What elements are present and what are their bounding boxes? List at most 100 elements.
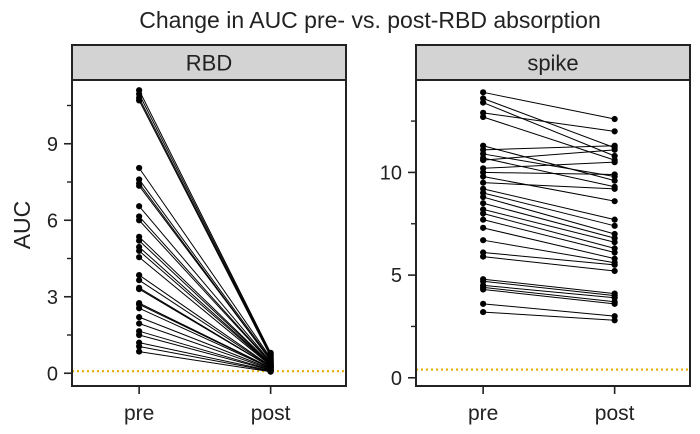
data-point-post xyxy=(611,159,618,166)
pair-line xyxy=(138,100,272,357)
pair-line xyxy=(483,213,615,249)
data-point-post xyxy=(611,267,618,275)
pair-line xyxy=(483,91,615,120)
pair-line xyxy=(138,205,272,363)
pair-line xyxy=(139,342,271,372)
data-point-pre xyxy=(136,203,143,210)
pair-line xyxy=(138,316,271,370)
data-point-post xyxy=(611,146,618,153)
data-point-post xyxy=(611,317,618,324)
data-point-pre xyxy=(136,286,143,293)
data-point-pre xyxy=(480,308,487,316)
pair-line xyxy=(483,188,615,221)
data-point-post xyxy=(611,198,618,205)
facet-strip-label: spike xyxy=(527,51,578,76)
pair-line xyxy=(138,236,271,364)
pair-line xyxy=(483,171,615,175)
y-tick-label: 0 xyxy=(47,363,58,385)
pair-line xyxy=(483,239,615,264)
data-point-pre xyxy=(136,97,143,104)
data-point-pre xyxy=(480,156,487,164)
data-point-pre xyxy=(480,89,487,96)
data-point-pre xyxy=(136,254,143,261)
data-point-pre xyxy=(136,247,143,254)
pair-line xyxy=(138,274,271,367)
x-tick-label: post xyxy=(595,402,635,425)
pair-line xyxy=(483,208,615,243)
pair-line xyxy=(483,288,615,305)
x-tick-label: post xyxy=(251,402,291,425)
pair-line xyxy=(482,98,615,149)
pair-line xyxy=(138,288,271,368)
data-point-pre xyxy=(480,286,487,293)
data-point-pre xyxy=(136,305,143,312)
data-point-post xyxy=(611,261,618,268)
plot-frame xyxy=(415,79,691,387)
data-point-pre xyxy=(136,331,143,339)
y-tick-label: 10 xyxy=(380,162,402,184)
data-point-post xyxy=(611,222,618,229)
data-point-pre xyxy=(480,216,487,223)
data-point-post xyxy=(611,171,618,178)
data-point-pre xyxy=(480,193,487,201)
data-point-pre xyxy=(136,182,143,189)
data-point-pre xyxy=(136,237,143,244)
facet-strip xyxy=(71,44,347,81)
x-tick-label: pre xyxy=(468,402,498,425)
y-tick-label: 0 xyxy=(391,368,402,390)
pair-line xyxy=(138,219,272,364)
y-tick-label: 6 xyxy=(47,210,58,232)
pair-line xyxy=(483,161,615,169)
data-point-pre xyxy=(480,224,487,231)
data-point-post xyxy=(611,216,618,223)
data-point-pre xyxy=(480,237,487,244)
pair-line xyxy=(483,176,615,202)
pair-line xyxy=(138,246,271,365)
x-tick-label: pre xyxy=(124,402,154,425)
pair-line xyxy=(483,256,615,272)
pair-line xyxy=(483,227,615,260)
panels: RBD 0 3 6 9 pre post AUC spike 0 5 10 pre post xyxy=(9,44,691,425)
chart-title: Change in AUC pre- vs. post-RBD absorpti… xyxy=(139,7,601,33)
pair-line xyxy=(139,334,271,371)
pair-line xyxy=(139,351,271,373)
data-point-pre xyxy=(480,173,487,180)
pair-line xyxy=(138,97,272,356)
y-axis-label: AUC xyxy=(9,201,35,250)
pair-line xyxy=(482,102,615,157)
data-point-post xyxy=(611,249,618,256)
pair-line xyxy=(138,303,271,369)
pair-line xyxy=(139,345,271,372)
facet-strip-label: RBD xyxy=(186,51,232,76)
pair-line xyxy=(138,256,271,366)
data-point-pre xyxy=(480,99,487,106)
data-point-post xyxy=(267,368,274,375)
data-point-pre xyxy=(480,300,487,307)
pair-line xyxy=(138,89,272,354)
panel-RBD: RBD 0 3 6 9 pre post AUC xyxy=(9,44,347,425)
pair-line xyxy=(482,196,615,235)
pair-line xyxy=(138,330,271,371)
pair-line xyxy=(138,93,272,355)
data-point-pre xyxy=(480,253,487,260)
pair-line xyxy=(138,240,271,365)
pair-line xyxy=(483,157,615,188)
pair-line xyxy=(483,149,615,161)
panel-spike: spike 0 5 10 pre post xyxy=(380,44,691,425)
y-tick-label: 5 xyxy=(391,265,402,287)
data-point-pre xyxy=(136,348,143,355)
pair-line xyxy=(138,185,272,361)
plot-frame xyxy=(71,79,347,387)
pair-line xyxy=(138,179,272,360)
data-point-pre xyxy=(136,314,143,321)
data-point-pre xyxy=(136,164,143,172)
pair-line xyxy=(483,284,615,299)
data-point-post xyxy=(611,128,618,135)
pair-line xyxy=(483,280,615,297)
pair-line xyxy=(483,219,615,253)
pair-line xyxy=(483,145,615,182)
facet-strip xyxy=(415,44,691,81)
data-point-post xyxy=(611,115,618,123)
pair-line xyxy=(482,116,615,161)
